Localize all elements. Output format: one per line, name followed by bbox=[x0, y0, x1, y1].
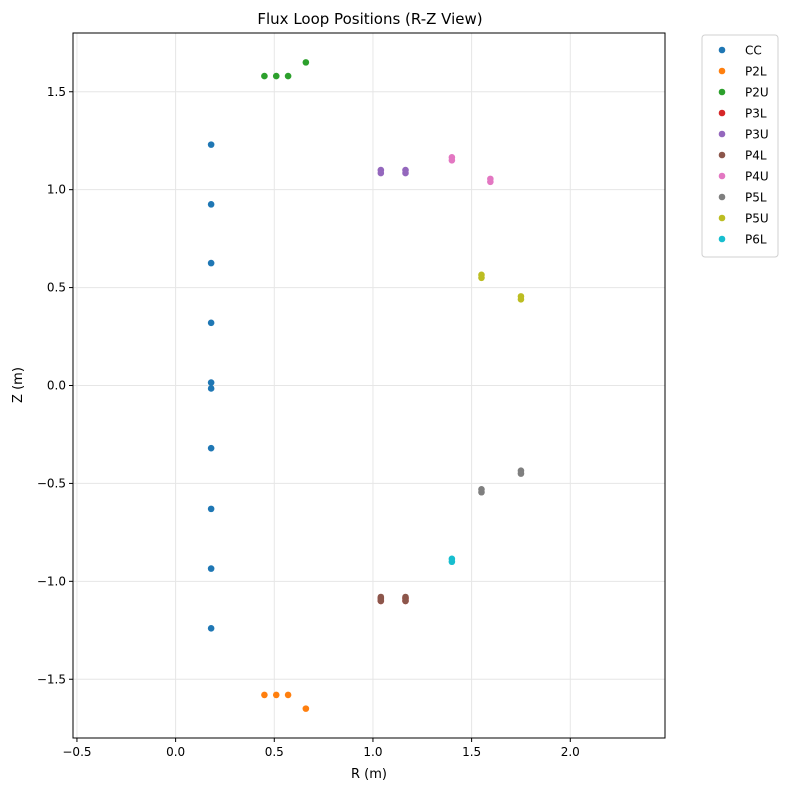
point-p6l bbox=[448, 558, 456, 566]
legend-marker-p3l bbox=[718, 109, 726, 117]
legend-label-p6l: P6L bbox=[745, 233, 767, 247]
x-tick-label: −0.5 bbox=[62, 745, 91, 759]
legend-marker-p4l bbox=[718, 151, 726, 159]
legend-marker-p4u bbox=[718, 172, 726, 180]
x-tick-label: 1.5 bbox=[462, 745, 481, 759]
point-p5l bbox=[517, 470, 525, 477]
y-tick-label: −0.5 bbox=[37, 476, 66, 490]
x-tick-label: 0.5 bbox=[265, 745, 284, 759]
y-tick-label: −1.0 bbox=[37, 574, 66, 588]
point-p2l bbox=[284, 691, 292, 699]
x-axis-label: R (m) bbox=[351, 767, 387, 782]
point-cc bbox=[207, 319, 215, 327]
data-points bbox=[207, 59, 525, 712]
point-p4u bbox=[448, 156, 456, 164]
legend-marker-p5u bbox=[718, 214, 726, 222]
point-p2l bbox=[272, 691, 280, 699]
legend-label-p4u: P4U bbox=[745, 170, 769, 184]
y-tick-label: 1.0 bbox=[47, 183, 66, 197]
point-p2u bbox=[261, 72, 268, 80]
point-cc bbox=[207, 625, 215, 632]
point-p5u bbox=[517, 296, 525, 303]
legend-marker-p2u bbox=[718, 88, 726, 96]
y-tick-label: 0.0 bbox=[47, 379, 66, 393]
y-tick-label: −1.5 bbox=[37, 672, 66, 686]
legend-label-p3u: P3U bbox=[745, 128, 769, 142]
legend-marker-p5l bbox=[718, 193, 726, 201]
point-p3u bbox=[402, 169, 409, 177]
legend-marker-p3u bbox=[718, 130, 726, 138]
legend-label-cc: CC bbox=[745, 44, 762, 58]
x-tick-label: 2.0 bbox=[561, 745, 580, 759]
legend-marker-cc bbox=[718, 46, 726, 54]
legend-label-p3l: P3L bbox=[745, 107, 767, 121]
legend-label-p5l: P5L bbox=[745, 191, 767, 205]
legend-marker-p2l bbox=[718, 67, 726, 75]
y-tick-label: 1.5 bbox=[47, 85, 66, 99]
point-p5u bbox=[478, 274, 485, 282]
point-p2u bbox=[272, 72, 280, 80]
point-p5l bbox=[478, 488, 485, 496]
point-cc bbox=[207, 201, 215, 208]
point-cc bbox=[207, 259, 215, 267]
point-cc bbox=[207, 505, 215, 513]
point-p4l bbox=[377, 597, 385, 605]
point-p4u bbox=[487, 178, 494, 186]
point-cc bbox=[207, 565, 215, 572]
x-tick-label: 1.0 bbox=[363, 745, 382, 759]
point-cc bbox=[207, 379, 215, 386]
y-axis-label: Z (m) bbox=[11, 367, 26, 403]
point-p3u bbox=[377, 169, 385, 177]
legend-label-p5u: P5U bbox=[745, 212, 769, 226]
grid bbox=[73, 33, 665, 738]
legend-label-p2u: P2U bbox=[745, 86, 769, 100]
legend-label-p2l: P2L bbox=[745, 65, 767, 79]
point-p2u bbox=[302, 59, 310, 66]
point-p4l bbox=[402, 597, 409, 605]
point-cc bbox=[207, 444, 215, 452]
legend: CC P2L P2U P3L P3U P4L P4U P5L P5U P6L bbox=[701, 34, 779, 258]
chart-title: Flux Loop Positions (R-Z View) bbox=[257, 10, 482, 28]
point-p2l bbox=[261, 691, 268, 699]
x-tick-label: 0.0 bbox=[166, 745, 185, 759]
point-p2u bbox=[284, 72, 292, 80]
axis-ticks: −0.5 0.0 0.5 1.0 1.5 2.0 −1.5 −1.0 −0.5 0.0 0.5 1.0… bbox=[37, 85, 580, 759]
legend-marker-p6l bbox=[718, 235, 726, 243]
y-tick-label: 0.5 bbox=[47, 281, 66, 295]
point-cc bbox=[207, 385, 215, 392]
point-p2l bbox=[302, 705, 310, 712]
point-cc bbox=[207, 141, 215, 148]
legend-label-p4l: P4L bbox=[745, 149, 767, 163]
